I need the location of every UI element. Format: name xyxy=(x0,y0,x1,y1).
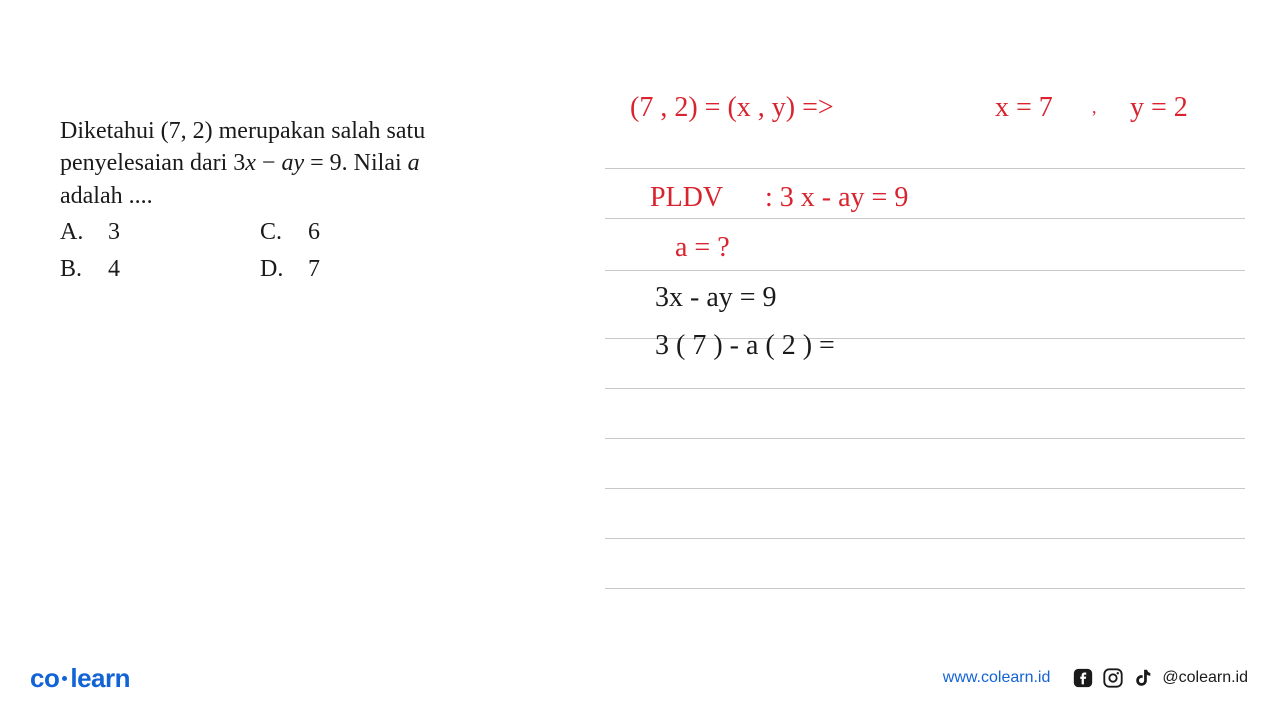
social-handle: @colearn.id xyxy=(1162,669,1248,687)
option-c: C. 6 xyxy=(260,216,320,248)
hw-line1c: , xyxy=(1092,97,1097,118)
option-b: B. 4 xyxy=(60,253,120,285)
option-a-value: 3 xyxy=(108,216,120,248)
ruled-line xyxy=(605,168,1245,169)
q-line2-post: = 9. Nilai xyxy=(304,150,408,176)
ruled-line xyxy=(605,488,1245,489)
hw-line1d: y = 2 xyxy=(1130,92,1188,124)
q-line2-pre: penyelesaian dari 3 xyxy=(60,150,245,176)
instagram-icon[interactable] xyxy=(1102,667,1124,689)
ruled-line xyxy=(605,270,1245,271)
hw-line4: 3x - ay = 9 xyxy=(655,282,777,314)
options-col-2: C. 6 D. 7 xyxy=(260,216,320,285)
logo-learn: learn xyxy=(70,663,130,693)
question-block: Diketahui (7, 2) merupakan salah satu pe… xyxy=(60,115,560,285)
hw-line2a: PLDV xyxy=(650,182,723,214)
ruled-line xyxy=(605,388,1245,389)
option-d-value: 7 xyxy=(308,253,320,285)
question-text: Diketahui (7, 2) merupakan salah satu pe… xyxy=(60,115,560,212)
footer: colearn www.colearn.id @colearn.id xyxy=(0,658,1280,698)
q-var-a: a xyxy=(281,150,293,176)
social-group: @colearn.id xyxy=(1072,667,1248,689)
ruled-line xyxy=(605,538,1245,539)
hw-line1b: x = 7 xyxy=(995,92,1053,124)
facebook-icon[interactable] xyxy=(1072,667,1094,689)
option-a-letter: A. xyxy=(60,216,90,248)
option-a: A. 3 xyxy=(60,216,120,248)
logo-co: co xyxy=(30,663,59,693)
ruled-line xyxy=(605,588,1245,589)
hw-line5: 3 ( 7 ) - a ( 2 ) = xyxy=(655,330,835,362)
option-c-value: 6 xyxy=(308,216,320,248)
ruled-line xyxy=(605,438,1245,439)
q-var-y: y xyxy=(293,150,304,176)
option-b-value: 4 xyxy=(108,253,120,285)
hw-line3: a = ? xyxy=(675,232,730,264)
option-d: D. 7 xyxy=(260,253,320,285)
ruled-line xyxy=(605,218,1245,219)
logo-dot-icon xyxy=(62,676,67,681)
options: A. 3 B. 4 C. 6 D. 7 xyxy=(60,216,560,285)
hw-line1a: (7 , 2) = (x , y) => xyxy=(630,92,834,124)
logo: colearn xyxy=(30,663,130,694)
option-b-letter: B. xyxy=(60,253,90,285)
options-col-1: A. 3 B. 4 xyxy=(60,216,120,285)
website-link[interactable]: www.colearn.id xyxy=(943,669,1051,687)
option-d-letter: D. xyxy=(260,253,290,285)
handwriting-area: (7 , 2) = (x , y) => x = 7 , y = 2 PLDV … xyxy=(595,90,1245,630)
q-line1: Diketahui (7, 2) merupakan salah satu xyxy=(60,118,425,144)
q-line3: adalah .... xyxy=(60,183,153,209)
q-var-a2: a xyxy=(408,150,420,176)
content-area: Diketahui (7, 2) merupakan salah satu pe… xyxy=(0,0,1280,640)
q-line2-mid: − xyxy=(256,150,282,176)
q-var-x: x xyxy=(245,150,256,176)
hw-line2b: : 3 x - ay = 9 xyxy=(765,182,908,214)
tiktok-icon[interactable] xyxy=(1132,667,1154,689)
option-c-letter: C. xyxy=(260,216,290,248)
footer-right: www.colearn.id @colearn.id xyxy=(943,667,1248,689)
